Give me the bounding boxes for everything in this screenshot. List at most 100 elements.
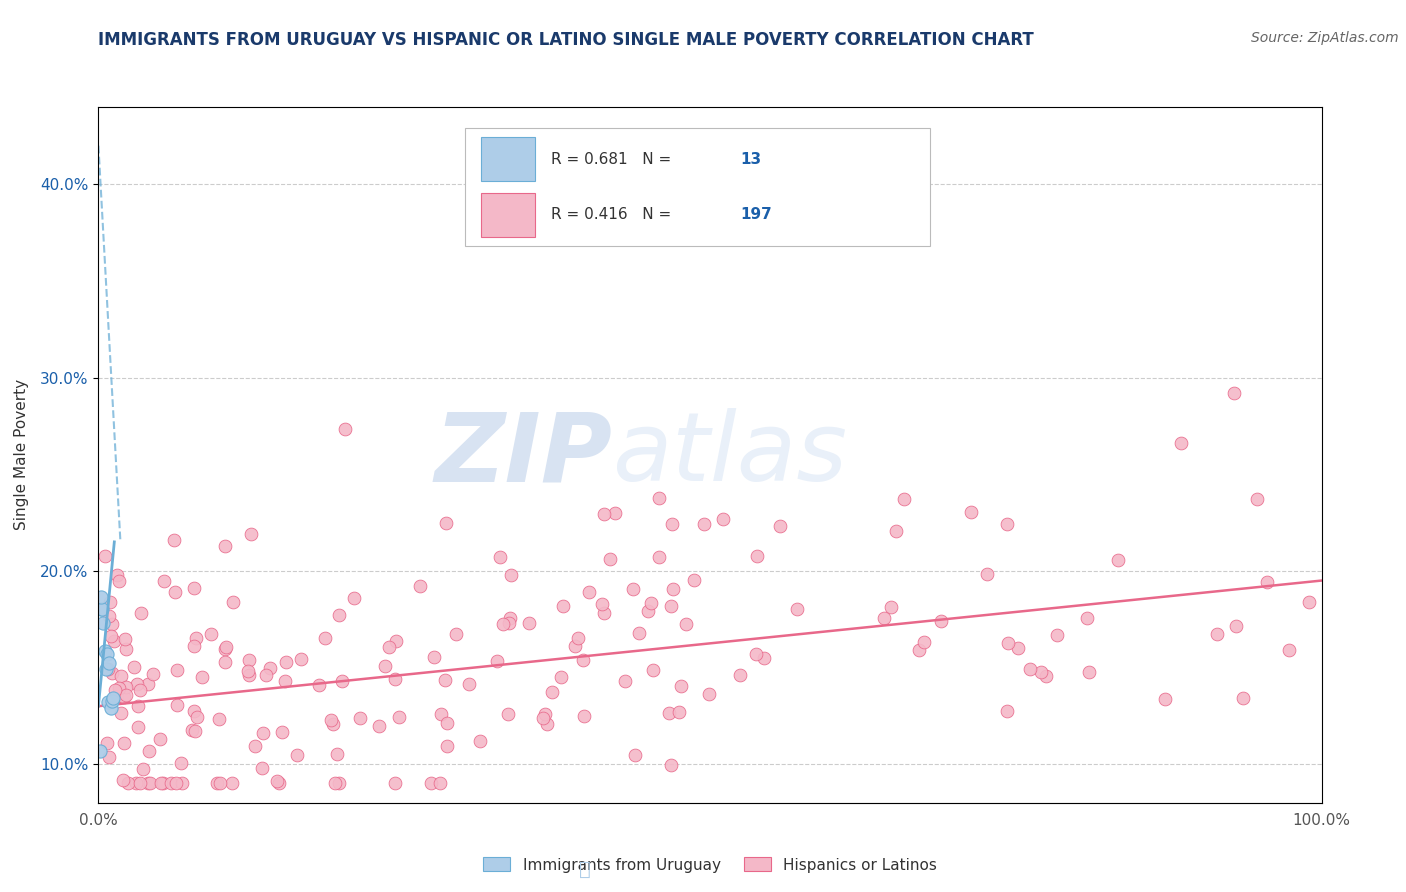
Point — [640, 596, 662, 610]
Point — [100, 629, 122, 643]
Point — [997, 516, 1019, 531]
Point — [274, 655, 297, 669]
Point — [873, 611, 896, 625]
Point — [98, 749, 121, 764]
Point — [1278, 642, 1301, 657]
Point — [517, 616, 540, 631]
Point — [200, 627, 222, 641]
Point — [1246, 492, 1268, 507]
Point — [127, 698, 149, 713]
Point — [541, 685, 564, 699]
Point — [290, 652, 312, 666]
Point — [457, 676, 479, 690]
Text: R = 0.681   N =: R = 0.681 N = — [551, 152, 676, 167]
Point — [243, 739, 266, 753]
Point — [648, 491, 671, 505]
Point — [101, 694, 124, 708]
Point — [90, 602, 112, 616]
Point — [274, 673, 297, 688]
Point — [621, 582, 644, 597]
Point — [125, 677, 148, 691]
Point — [434, 516, 457, 530]
Point — [446, 627, 468, 641]
Point — [214, 640, 236, 654]
Point — [97, 662, 120, 676]
Point — [659, 758, 682, 772]
Point — [591, 597, 613, 611]
Point — [94, 549, 117, 563]
Point — [129, 776, 152, 790]
Point — [110, 669, 132, 683]
Point — [136, 676, 159, 690]
Point — [769, 519, 792, 533]
Point — [115, 688, 138, 702]
Point — [153, 574, 176, 589]
Point — [207, 776, 229, 790]
Point — [498, 616, 520, 631]
Point — [323, 776, 346, 790]
Point — [683, 573, 706, 587]
Point — [420, 776, 443, 790]
Point — [115, 680, 138, 694]
Point — [536, 717, 558, 731]
Point — [929, 614, 952, 628]
Point — [117, 776, 139, 790]
Point — [1232, 691, 1254, 706]
Point — [429, 706, 451, 721]
Point — [661, 582, 683, 596]
Text: R = 0.416   N =: R = 0.416 N = — [551, 207, 676, 222]
Point — [599, 551, 621, 566]
Point — [747, 549, 769, 564]
Point — [880, 600, 903, 615]
Point — [285, 748, 308, 763]
Point — [564, 639, 586, 653]
Point — [221, 776, 243, 790]
Point — [436, 715, 458, 730]
Point — [593, 507, 616, 521]
FancyBboxPatch shape — [481, 137, 536, 181]
Point — [499, 568, 522, 582]
Point — [648, 550, 671, 565]
Point — [152, 776, 174, 790]
Point — [252, 761, 274, 775]
Point — [129, 683, 152, 698]
Point — [259, 661, 281, 675]
Point — [669, 679, 692, 693]
Point — [1029, 665, 1052, 679]
Point — [110, 706, 132, 721]
Point — [142, 667, 165, 681]
Point — [314, 631, 336, 645]
Point — [641, 663, 664, 677]
Point — [104, 682, 127, 697]
Point — [572, 653, 595, 667]
Point — [328, 608, 350, 623]
Point — [697, 687, 720, 701]
Point — [186, 710, 208, 724]
Point — [637, 605, 659, 619]
Point — [603, 506, 626, 520]
Point — [93, 643, 115, 657]
Point — [960, 505, 983, 519]
Point — [183, 704, 205, 718]
Point — [374, 659, 396, 673]
Point — [754, 650, 776, 665]
Point — [534, 706, 557, 721]
Point — [423, 650, 446, 665]
Point — [238, 668, 260, 682]
Point — [90, 590, 112, 604]
Point — [578, 585, 600, 599]
Point — [489, 549, 512, 564]
Point — [496, 706, 519, 721]
Point — [166, 663, 188, 677]
Point — [214, 655, 236, 669]
Point — [623, 747, 645, 762]
Point — [98, 656, 121, 670]
Point — [101, 690, 124, 705]
Point — [132, 762, 155, 776]
Point — [436, 739, 458, 754]
Point — [628, 626, 651, 640]
Point — [183, 581, 205, 595]
Point — [659, 599, 682, 613]
Point — [711, 512, 734, 526]
Point — [1019, 662, 1042, 676]
